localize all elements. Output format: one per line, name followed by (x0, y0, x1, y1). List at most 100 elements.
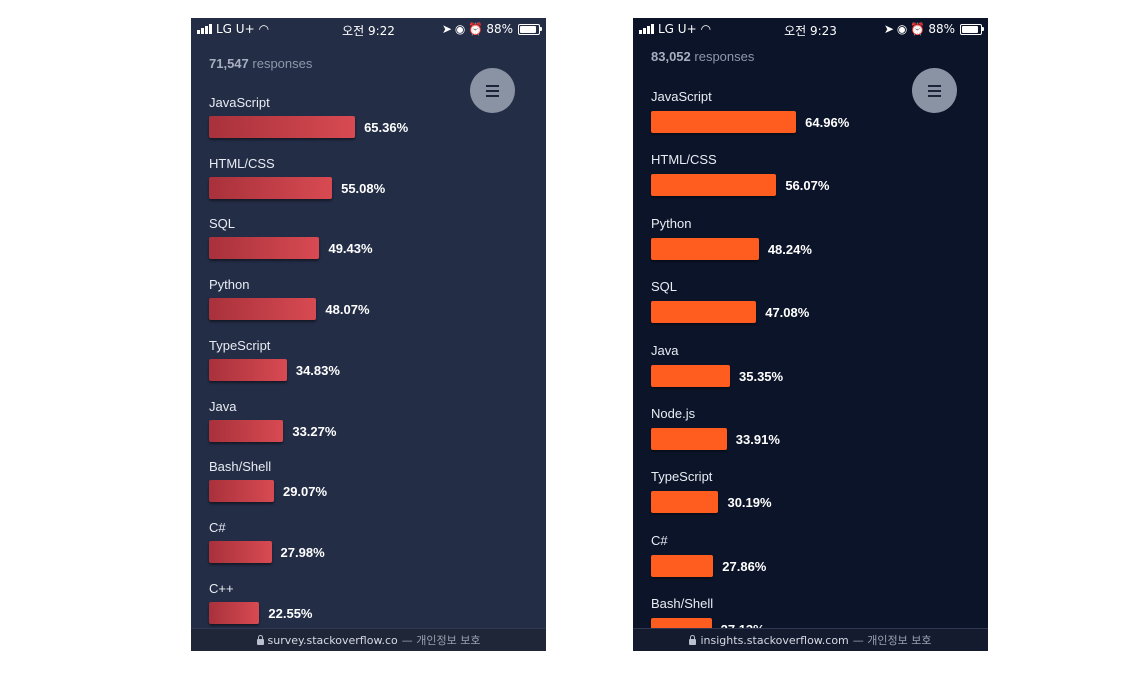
status-bar: LG U+ ◠ 오전 9:23 ➤ ◉ ⏰ 88% (633, 18, 988, 40)
bar (209, 358, 287, 381)
category-label: C# (209, 519, 226, 535)
chart-row: TypeScript 34.83% (209, 338, 546, 399)
category-label: Bash/Shell (651, 596, 714, 612)
hamburger-menu-icon (486, 84, 499, 87)
chart-row: HTML/CSS 55.08% (209, 156, 546, 217)
bar (651, 554, 714, 577)
alarm-icon: ⏰ (910, 22, 926, 36)
category-label: HTML/CSS (651, 152, 717, 168)
bar (651, 111, 797, 133)
status-time: 오전 9:22 (342, 24, 395, 38)
category-label: HTML/CSS (209, 155, 275, 171)
chart-row: Python 48.07% (209, 277, 546, 338)
value-label: 30.19% (727, 495, 772, 511)
value-label: 65.36% (364, 120, 409, 135)
wifi-icon: ◠ (258, 22, 270, 36)
category-label: TypeScript (651, 469, 713, 485)
lock-icon (689, 634, 697, 645)
hamburger-menu-icon (928, 84, 941, 87)
bar (651, 301, 757, 324)
value-label: 64.96% (805, 115, 850, 130)
category-label: SQL (209, 216, 236, 232)
chart-row: Java 33.27% (209, 399, 546, 460)
battery-icon (960, 23, 984, 35)
category-label: TypeScript (209, 337, 271, 353)
bar (209, 480, 274, 503)
bar (651, 364, 730, 387)
category-label: Python (209, 277, 250, 293)
value-label: 27.98% (280, 544, 325, 560)
category-label: JavaScript (651, 89, 712, 104)
category-label: Node.js (651, 406, 696, 421)
category-label: C# (651, 532, 668, 548)
value-label: 33.27% (292, 423, 337, 439)
chart-row: SQL 49.43% (209, 216, 546, 277)
value-label: 33.91% (735, 432, 780, 447)
bar (209, 176, 333, 199)
bar (651, 237, 759, 260)
url-bar[interactable]: insights.stackoverflow.com — 개인정보 보호 (633, 628, 988, 651)
bar (651, 174, 777, 197)
battery-percent: 88% (928, 22, 955, 36)
wifi-icon: ◠ (700, 22, 712, 36)
value-label: 55.08% (341, 180, 386, 196)
category-label: Java (651, 342, 679, 358)
category-label: JavaScript (209, 95, 270, 110)
value-label: 35.35% (739, 368, 784, 384)
category-label: SQL (651, 279, 678, 295)
responses-count-text: 83,052 responses (651, 49, 754, 64)
hamburger-menu-icon (486, 89, 499, 92)
menu-button[interactable] (912, 68, 957, 113)
privacy-label: — 개인정보 보호 (852, 634, 932, 647)
status-time: 오전 9:23 (784, 24, 837, 38)
status-bar: LG U+ ◠ 오전 9:22 ➤ ◉ ⏰ 88% (191, 18, 546, 40)
chart-row: SQL 47.08% (651, 279, 988, 340)
value-label: 48.24% (767, 241, 812, 257)
chart-row: JavaScript 65.36% (209, 95, 546, 156)
responses-label: responses (694, 49, 755, 64)
category-label: Python (651, 215, 692, 231)
bar (209, 298, 317, 321)
responses-label: responses (252, 56, 313, 71)
chart-row: C# 27.86% (651, 533, 988, 594)
hamburger-menu-icon (486, 94, 499, 97)
location-arrow-icon: ➤ (441, 22, 452, 36)
url-text: survey.stackoverflow.co (267, 633, 398, 647)
rotation-lock-icon: ◉ (896, 22, 908, 36)
chart-row: TypeScript 30.19% (651, 469, 988, 530)
bar (651, 491, 719, 514)
privacy-label: — 개인정보 보호 (401, 634, 481, 647)
phone-screen-survey: LG U+ ◠ 오전 9:22 ➤ ◉ ⏰ 88% 71,547 respons… (191, 18, 546, 651)
bar (209, 419, 284, 442)
chart-row: Python 48.24% (651, 216, 988, 277)
chart-row: JavaScript 64.96% (651, 89, 988, 150)
chart-row: Node.js 33.91% (651, 406, 988, 467)
battery-percent: 88% (486, 22, 513, 36)
carrier-label: LG U+ (658, 22, 697, 36)
value-label: 29.07% (282, 484, 328, 500)
alarm-icon: ⏰ (468, 22, 484, 36)
rotation-lock-icon: ◉ (454, 22, 466, 36)
responses-count: 83,052 (651, 49, 691, 64)
value-label: 49.43% (328, 241, 373, 257)
responses-count-text: 71,547 responses (209, 56, 312, 71)
value-label: 22.55% (268, 605, 313, 621)
value-label: 34.83% (295, 362, 340, 378)
chart-row: Bash/Shell 29.07% (209, 459, 546, 520)
hamburger-menu-icon (928, 94, 941, 97)
url-text: insights.stackoverflow.com (700, 633, 849, 647)
url-bar[interactable]: survey.stackoverflow.co — 개인정보 보호 (191, 628, 546, 651)
chart-row: Java 35.35% (651, 343, 988, 404)
bar (209, 237, 320, 260)
lock-icon (256, 634, 264, 645)
chart-row: HTML/CSS 56.07% (651, 152, 988, 213)
category-label: Java (209, 398, 237, 414)
category-label: C++ (209, 580, 234, 596)
bar (209, 601, 260, 624)
menu-button[interactable] (470, 68, 515, 113)
chart-row: C# 27.98% (209, 520, 546, 581)
cell-signal-icon (639, 24, 654, 34)
bar (651, 428, 727, 450)
bar (209, 540, 272, 563)
category-label: Bash/Shell (209, 459, 272, 475)
